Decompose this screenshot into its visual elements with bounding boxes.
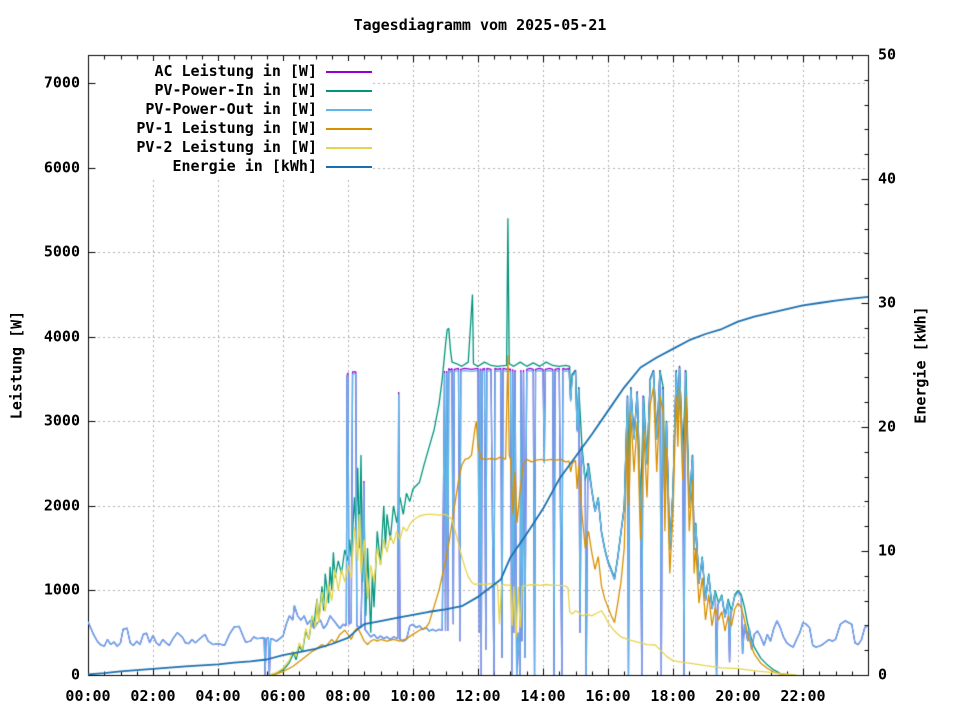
y2-tick-label: 0 — [878, 665, 888, 684]
y2-tick-label: 50 — [878, 45, 897, 64]
legend-item-label: PV-Power-Out in [W] — [145, 100, 317, 118]
y-tick-label: 4000 — [43, 327, 80, 346]
x-tick-label: 10:00 — [390, 687, 436, 705]
chart-legend: AC Leistung in [W] PV-Power-In in [W] PV-P… — [96, 61, 372, 177]
legend-line-swatch — [326, 70, 372, 73]
legend-item-label: PV-2 Leistung in [W] — [136, 138, 317, 156]
x-tick-label: 02:00 — [130, 687, 176, 705]
legend-item: Energie in [kWh] — [96, 157, 372, 176]
y-tick-label: 5000 — [43, 242, 80, 261]
legend-item: PV-2 Leistung in [W] — [96, 138, 372, 157]
legend-line-swatch — [326, 127, 372, 130]
legend-item-label: AC Leistung in [W] — [154, 62, 317, 80]
y-tick-label: 0 — [70, 665, 80, 684]
legend-line-swatch — [326, 146, 372, 149]
y-tick-label: 2000 — [43, 496, 80, 515]
legend-line-swatch — [326, 89, 372, 92]
x-tick-label: 00:00 — [65, 687, 111, 705]
x-tick-label: 14:00 — [520, 687, 566, 705]
y-tick-label: 3000 — [43, 411, 80, 430]
y2-axis-title: Energie [kWh] — [911, 306, 930, 424]
legend-item-label: PV-Power-In in [W] — [154, 81, 317, 99]
legend-item-label: PV-1 Leistung in [W] — [136, 119, 317, 137]
y2-tick-label: 10 — [878, 541, 897, 560]
x-tick-label: 16:00 — [585, 687, 631, 705]
y2-tick-label: 40 — [878, 169, 897, 188]
x-tick-label: 12:00 — [455, 687, 501, 705]
legend-line-swatch — [326, 165, 372, 168]
x-tick-label: 22:00 — [780, 687, 826, 705]
y-tick-label: 7000 — [43, 73, 80, 92]
legend-item: PV-Power-In in [W] — [96, 81, 372, 100]
legend-item: AC Leistung in [W] — [96, 62, 372, 81]
y2-tick-label: 30 — [878, 293, 897, 312]
legend-item-label: Energie in [kWh] — [172, 157, 318, 175]
x-tick-label: 08:00 — [325, 687, 371, 705]
y-tick-label: 6000 — [43, 158, 80, 177]
legend-item: PV-1 Leistung in [W] — [96, 119, 372, 138]
x-tick-label: 18:00 — [650, 687, 696, 705]
legend-item: PV-Power-Out in [W] — [96, 100, 372, 119]
x-tick-label: 20:00 — [715, 687, 761, 705]
legend-line-swatch — [326, 108, 372, 111]
y2-tick-label: 20 — [878, 417, 897, 436]
x-tick-label: 06:00 — [260, 687, 306, 705]
x-tick-label: 04:00 — [195, 687, 241, 705]
chart-title: Tagesdiagramm vom 2025-05-21 — [353, 16, 607, 34]
y-tick-label: 1000 — [43, 580, 80, 599]
y-axis-title: Leistung [W] — [7, 310, 26, 420]
